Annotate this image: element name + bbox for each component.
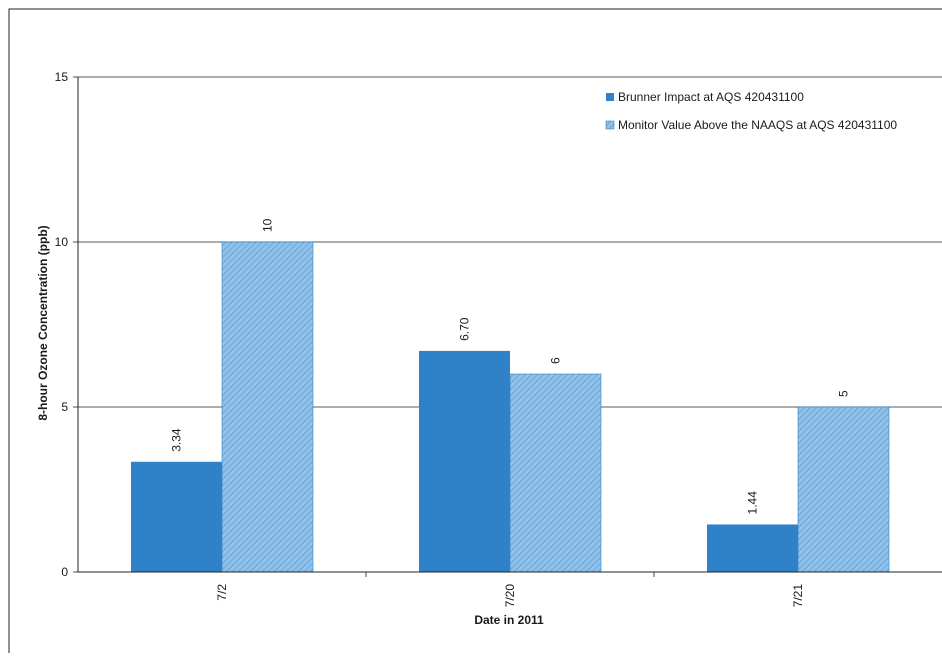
x-tick-label: 7/21	[791, 584, 805, 608]
legend-swatch-brunner	[606, 93, 614, 101]
x-axis-title: Date in 2011	[474, 613, 544, 627]
data-label: 6.70	[458, 317, 472, 341]
bar	[509, 373, 602, 573]
data-label: 6	[549, 357, 563, 364]
x-tick-label: 7/20	[503, 584, 517, 608]
data-label: 1.44	[746, 491, 760, 515]
legend-label-brunner: Brunner Impact at AQS 420431100	[618, 90, 804, 104]
data-label: 3.34	[170, 428, 184, 452]
y-tick-label: 0	[61, 565, 68, 579]
data-label: 10	[261, 218, 275, 232]
y-tick-label: 15	[55, 70, 69, 84]
y-tick-label: 10	[55, 235, 69, 249]
legend: Brunner Impact at AQS 420431100 Monitor …	[605, 90, 897, 132]
bar	[419, 350, 510, 572]
bar	[707, 524, 798, 572]
legend-label-monitor: Monitor Value Above the NAAQS at AQS 420…	[618, 118, 897, 132]
y-tick-label: 5	[61, 400, 68, 414]
data-label: 5	[837, 390, 851, 397]
bar	[797, 406, 890, 573]
bar	[221, 241, 314, 573]
bar	[131, 461, 222, 572]
chart-border	[8, 8, 942, 658]
y-axis-title: 8-hour Ozone Concentration (ppb)	[36, 225, 50, 420]
legend-swatch-monitor	[605, 120, 615, 130]
x-tick-label: 7/2	[215, 584, 229, 601]
